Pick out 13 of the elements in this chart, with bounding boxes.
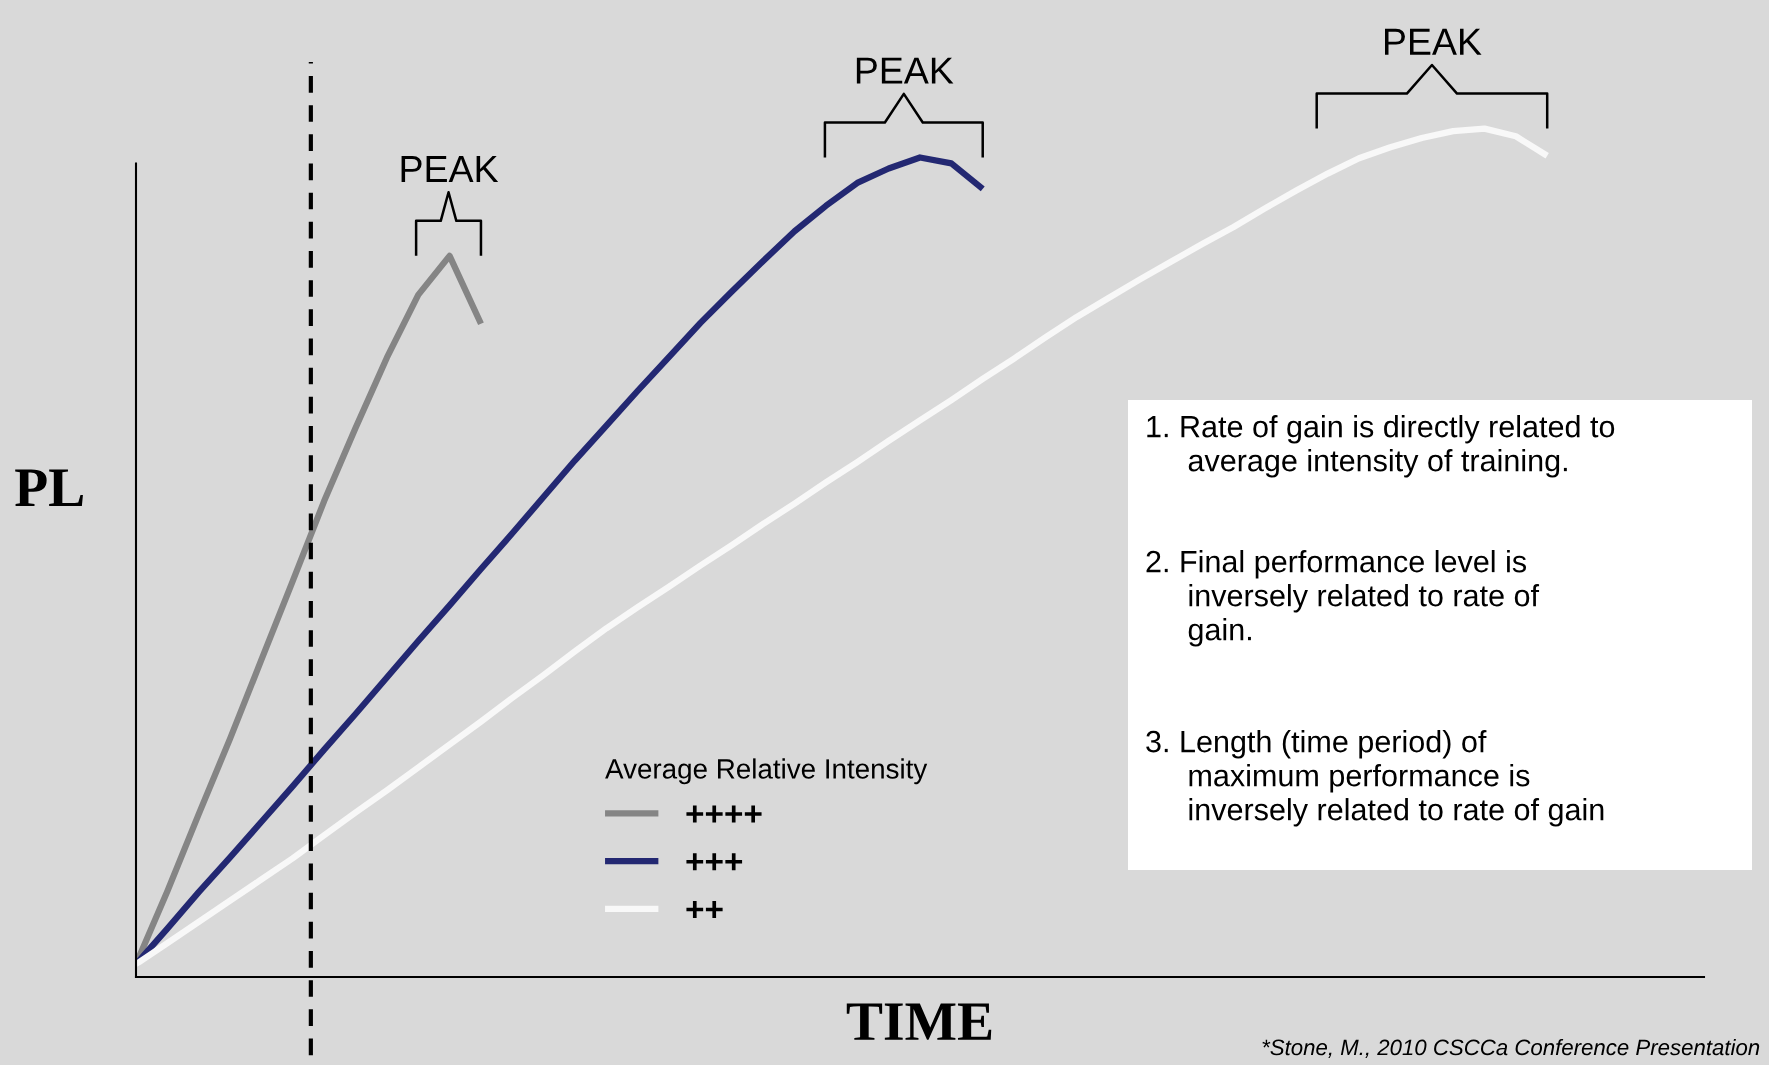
annotation: 1. Rate of gain is directly related to average intensity of training. <box>1147 415 1615 478</box>
x-axis-title: TIME <box>846 1003 992 1040</box>
text: *Stone, M., 2010 CSCCa Conference Presentation <box>1262 1038 1760 1058</box>
legend-label: ++ <box>686 901 723 918</box>
annotation: 3. Length (time period) of maximum performance is inversely related to rate of gain <box>1146 730 1604 827</box>
text: PEAK <box>1385 28 1482 55</box>
legend-label: ++++ <box>686 805 762 823</box>
annotation: PEAK <box>401 156 499 182</box>
legend-title: Average Relative Intensity <box>605 758 928 785</box>
y-axis-title: PL <box>15 469 83 506</box>
legend-label: +++ <box>686 853 743 871</box>
text: PEAK <box>856 57 954 84</box>
annotation: 2. Final performance level is inversely related to rate of gain. <box>1146 550 1540 647</box>
